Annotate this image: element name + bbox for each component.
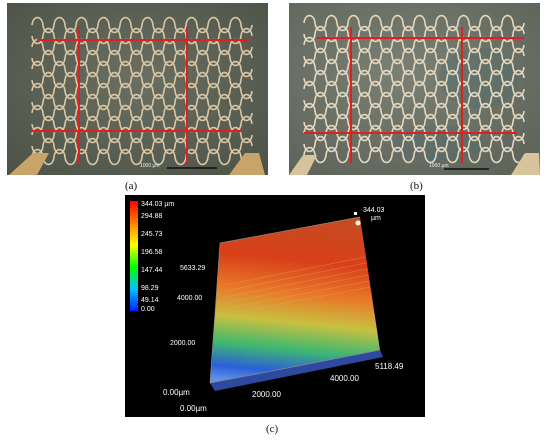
surface-profile-panel-c: 344.03 µm 294.88 245.73 196.58 147.44 98… <box>125 195 425 417</box>
heater-micrograph-a: 1000 µm <box>7 3 268 175</box>
trace-row <box>31 16 253 34</box>
trace-row <box>31 148 253 166</box>
colorbar-tick: 196.58 <box>141 249 163 256</box>
surface-plot <box>210 217 380 383</box>
y-axis-origin: 0.00µm <box>163 388 190 397</box>
trace-row <box>31 82 253 100</box>
trace-row <box>303 102 525 120</box>
trace-row <box>303 25 525 43</box>
trace-row <box>303 91 525 109</box>
heater-micrograph-b: 1000 µm <box>289 3 540 175</box>
colorbar-tick: 0.00 <box>141 306 155 313</box>
trace-row <box>31 71 253 89</box>
colorbar-tick: 49.14 <box>141 297 159 304</box>
caption-b: (b) <box>410 180 423 192</box>
x-axis-4000: 4000.00 <box>330 374 359 383</box>
x-axis-2000: 2000.00 <box>252 390 281 399</box>
contact-pad-left <box>9 153 49 175</box>
trace-row <box>31 126 253 144</box>
contact-pad-right <box>511 153 540 175</box>
axis-frame <box>209 216 381 384</box>
trace-row <box>31 93 253 111</box>
colorbar-tick: 294.88 <box>141 213 163 220</box>
trace-row <box>303 146 525 164</box>
x-axis-origin: 0.00µm <box>180 404 207 413</box>
peak-value: 344.03 <box>363 207 385 214</box>
colorbar-ticks: 294.88 245.73 196.58 147.44 98.29 49.14 … <box>141 213 163 313</box>
colorbar <box>130 201 138 311</box>
colorbar-tick: 245.73 <box>141 231 163 238</box>
trace-row <box>31 49 253 67</box>
3d-surface-map: 344.03 µm 294.88 245.73 196.58 147.44 98… <box>130 201 404 413</box>
contact-pad-left <box>289 155 317 175</box>
caption-a: (a) <box>125 180 138 192</box>
y-axis-2000: 2000.00 <box>170 340 195 347</box>
trace-row <box>303 58 525 76</box>
trace-row <box>303 69 525 87</box>
trace-row <box>31 137 253 155</box>
measurement-lines <box>32 27 249 163</box>
micrograph-panel-a: 1000 µm <box>7 3 268 175</box>
trace-row <box>303 14 525 32</box>
trace-row <box>31 27 253 45</box>
x-axis-max: 5118.49 <box>375 362 404 371</box>
caption-c: (c) <box>266 423 279 435</box>
trace-row <box>303 135 525 153</box>
peak-marker <box>354 212 357 215</box>
colorbar-tick: 98.29 <box>141 285 159 292</box>
micrograph-panel-b: 1000 µm <box>289 3 540 175</box>
y-axis-4000: 4000.00 <box>177 295 202 302</box>
scale-bar-label: 1000 µm <box>429 163 449 169</box>
trace-row <box>31 104 253 122</box>
trace-row <box>303 113 525 131</box>
y-axis-max: 5633.29 <box>180 265 205 272</box>
surface-ridges <box>222 256 371 316</box>
peak-unit: µm <box>371 215 381 222</box>
colorbar-top-label: 344.03 µm <box>141 201 174 208</box>
scale-bar-label: 1000 µm <box>140 163 160 169</box>
measurement-lines <box>304 27 524 163</box>
trace-row <box>303 80 525 98</box>
trace-row <box>31 60 253 78</box>
peak-point <box>355 220 361 226</box>
contact-pad-right <box>229 153 265 175</box>
trace-row <box>303 47 525 65</box>
colorbar-tick: 147.44 <box>141 267 163 274</box>
